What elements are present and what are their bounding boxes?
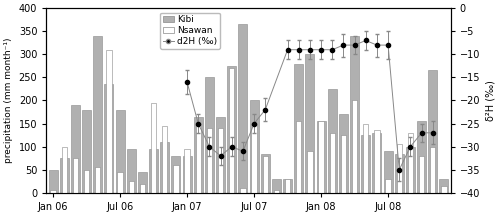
Bar [216, 117, 225, 193]
Bar [94, 36, 102, 193]
Bar [350, 36, 359, 193]
Bar [285, 179, 290, 193]
Bar [60, 158, 68, 193]
Bar [250, 100, 258, 193]
Bar [173, 165, 178, 193]
Bar [184, 149, 190, 193]
Bar [261, 154, 270, 193]
Bar [229, 68, 234, 193]
Bar [138, 172, 147, 193]
Bar [440, 179, 448, 193]
Bar [372, 133, 382, 193]
Bar [283, 179, 292, 193]
Bar [151, 103, 156, 193]
Bar [62, 147, 67, 193]
Bar [384, 151, 392, 193]
Bar [262, 156, 268, 193]
Bar [48, 170, 58, 193]
Bar [149, 149, 158, 193]
Bar [240, 188, 246, 193]
Y-axis label: precipitation (mm month⁻¹): precipitation (mm month⁻¹) [4, 38, 13, 163]
Bar [318, 121, 324, 193]
Bar [316, 121, 326, 193]
Bar [118, 172, 123, 193]
Bar [296, 121, 302, 193]
Bar [218, 128, 224, 193]
Bar [50, 191, 56, 193]
Bar [84, 170, 89, 193]
Bar [196, 124, 201, 193]
Bar [104, 84, 114, 193]
Bar [428, 70, 437, 193]
Bar [127, 149, 136, 193]
Bar [328, 89, 336, 193]
Bar [160, 142, 169, 193]
Bar [172, 156, 180, 193]
Bar [340, 135, 346, 193]
Bar [396, 144, 402, 193]
Bar [430, 147, 436, 193]
Bar [374, 130, 380, 193]
Bar [363, 124, 368, 193]
Bar [417, 121, 426, 193]
Bar [238, 24, 248, 193]
Bar [116, 110, 124, 193]
Bar [182, 156, 192, 193]
Bar [395, 154, 404, 193]
Bar [228, 66, 236, 193]
Bar [106, 50, 112, 193]
Bar [330, 133, 335, 193]
Bar [406, 147, 415, 193]
Bar [294, 64, 303, 193]
Bar [272, 179, 281, 193]
Bar [362, 135, 370, 193]
Bar [194, 117, 202, 193]
Bar [274, 191, 279, 193]
Bar [162, 126, 168, 193]
Bar [252, 124, 257, 193]
Bar [306, 54, 314, 193]
Bar [71, 105, 80, 193]
Bar [206, 128, 212, 193]
Bar [72, 158, 78, 193]
Bar [205, 77, 214, 193]
Bar [95, 167, 100, 193]
Bar [307, 151, 312, 193]
Bar [352, 100, 358, 193]
Bar [386, 179, 391, 193]
Bar [441, 186, 446, 193]
Bar [140, 184, 145, 193]
Y-axis label: δ²H (‰): δ²H (‰) [486, 80, 496, 121]
Bar [128, 181, 134, 193]
Legend: Kibi, Nsawan, d2H (‰): Kibi, Nsawan, d2H (‰) [160, 13, 220, 49]
Bar [82, 110, 91, 193]
Bar [339, 114, 348, 193]
Bar [419, 156, 424, 193]
Bar [408, 133, 413, 193]
